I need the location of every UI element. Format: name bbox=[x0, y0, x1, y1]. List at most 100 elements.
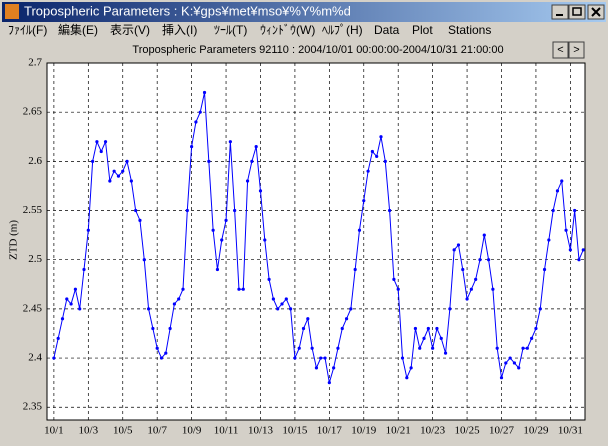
data-point bbox=[103, 140, 108, 144]
data-point bbox=[289, 307, 293, 311]
data-point bbox=[207, 159, 211, 163]
data-point bbox=[469, 287, 473, 291]
data-point bbox=[362, 199, 366, 203]
x-tick-label: 10/13 bbox=[248, 425, 274, 437]
x-tick-label: 10/25 bbox=[455, 425, 481, 437]
data-point bbox=[448, 307, 452, 311]
data-point bbox=[121, 169, 125, 173]
y-tick-label: 2.55 bbox=[23, 204, 43, 216]
menu-item[interactable]: 挿入(I) bbox=[162, 23, 197, 37]
data-point bbox=[194, 120, 198, 124]
data-point bbox=[297, 346, 301, 350]
y-tick-label: 2.5 bbox=[28, 253, 42, 265]
data-point bbox=[465, 297, 469, 301]
data-point bbox=[323, 356, 327, 360]
data-point bbox=[499, 376, 504, 380]
x-tick-label: 10/19 bbox=[351, 425, 377, 437]
data-point bbox=[177, 297, 181, 301]
x-tick-label: 10/29 bbox=[523, 425, 549, 437]
window-controls[interactable] bbox=[551, 4, 605, 20]
data-point bbox=[56, 336, 60, 340]
menu-item[interactable]: ﾂｰﾙ(T) bbox=[214, 23, 247, 37]
data-point bbox=[349, 307, 353, 311]
data-point bbox=[409, 366, 413, 370]
data-point bbox=[366, 169, 370, 173]
data-point bbox=[538, 307, 542, 311]
data-point bbox=[215, 267, 220, 272]
x-tick-label: 10/23 bbox=[420, 425, 446, 437]
data-point bbox=[491, 287, 495, 291]
nav-button[interactable] bbox=[552, 41, 569, 59]
x-tick-label: 10/1 bbox=[44, 425, 64, 437]
data-point bbox=[474, 277, 478, 281]
data-point bbox=[560, 179, 564, 183]
data-point bbox=[190, 144, 194, 149]
data-point bbox=[344, 317, 349, 321]
data-point bbox=[405, 376, 409, 380]
data-point bbox=[577, 258, 581, 262]
close-icon bbox=[591, 7, 601, 17]
menu-item[interactable]: 表示(V) bbox=[110, 23, 150, 37]
data-point bbox=[486, 258, 491, 262]
nav-button-label[interactable]: > bbox=[573, 44, 579, 56]
data-point bbox=[233, 208, 237, 213]
y-tick-label: 2.65 bbox=[23, 106, 43, 118]
data-point bbox=[508, 356, 512, 360]
menu-item[interactable]: ｳｨﾝﾄﾞｳ(W) bbox=[260, 23, 315, 37]
data-point bbox=[172, 302, 176, 306]
y-tick-label: 2.35 bbox=[23, 401, 43, 413]
y-tick-label: 2.45 bbox=[23, 302, 43, 314]
maximize-button[interactable] bbox=[568, 4, 586, 20]
data-point bbox=[551, 208, 555, 213]
data-point bbox=[69, 302, 73, 306]
menu-item[interactable]: Plot bbox=[412, 23, 433, 37]
data-point bbox=[241, 287, 245, 291]
nav-button[interactable] bbox=[568, 41, 585, 59]
data-point bbox=[555, 189, 560, 193]
data-point bbox=[276, 307, 280, 311]
title-bar bbox=[2, 2, 606, 22]
data-point bbox=[370, 149, 374, 154]
data-point bbox=[542, 267, 547, 272]
nav-button-label[interactable]: < bbox=[557, 44, 563, 56]
data-point bbox=[379, 135, 383, 139]
data-point bbox=[185, 208, 189, 213]
data-point bbox=[78, 307, 82, 311]
menu-item[interactable]: Data bbox=[374, 23, 400, 37]
menu-item[interactable]: Stations bbox=[448, 23, 491, 37]
menu-item[interactable]: ﾌｧｲﾙ(F) bbox=[8, 23, 47, 37]
data-point bbox=[573, 208, 577, 213]
data-point bbox=[534, 326, 538, 331]
data-point bbox=[112, 169, 116, 173]
data-point bbox=[146, 307, 151, 311]
y-tick-label: 2.4 bbox=[28, 352, 42, 364]
data-point bbox=[301, 326, 306, 331]
data-point bbox=[151, 326, 155, 331]
data-point bbox=[418, 346, 422, 350]
data-point bbox=[134, 208, 138, 213]
menu-item[interactable]: 編集(E) bbox=[58, 22, 98, 37]
data-point bbox=[168, 326, 172, 331]
data-point bbox=[327, 381, 331, 385]
data-point bbox=[263, 238, 267, 242]
menu-item[interactable]: ﾍﾙﾌﾟ(H) bbox=[322, 23, 363, 37]
data-point bbox=[431, 346, 435, 350]
data-point bbox=[375, 154, 379, 159]
x-tick-label: 10/31 bbox=[558, 425, 583, 437]
x-tick-label: 10/27 bbox=[489, 425, 515, 437]
minimize-button[interactable] bbox=[551, 4, 569, 20]
data-point bbox=[521, 346, 525, 350]
data-point bbox=[224, 218, 228, 222]
data-point bbox=[258, 189, 263, 193]
data-point bbox=[237, 287, 241, 291]
data-point bbox=[250, 159, 254, 163]
data-point bbox=[211, 228, 215, 232]
data-point bbox=[387, 208, 392, 213]
data-point bbox=[95, 140, 99, 144]
data-point bbox=[413, 326, 418, 331]
data-point bbox=[310, 346, 314, 350]
data-point bbox=[319, 356, 323, 360]
data-point bbox=[60, 317, 65, 321]
data-point bbox=[65, 297, 69, 301]
